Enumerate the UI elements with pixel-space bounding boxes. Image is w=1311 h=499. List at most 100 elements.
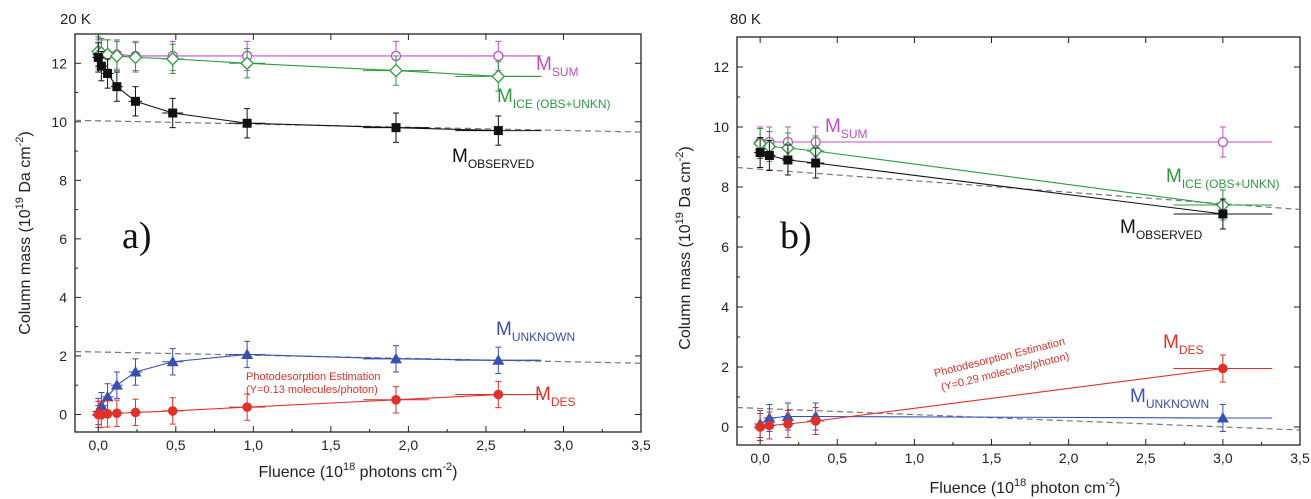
panel-a-xtick-label: 2,0 — [399, 437, 419, 453]
label-b-ice: MICE (OBS+UNKN) — [1166, 166, 1280, 191]
panel-a-series-sum — [92, 39, 542, 72]
panel-b-point-observed — [1218, 209, 1228, 219]
panel-a-ylabel: Column mass (1019 Da cm-2) — [14, 131, 34, 334]
panel-b-series-observed — [754, 137, 1273, 230]
annotation-a-yield: (Y=0.13 molecules/photon) — [246, 384, 378, 396]
label-a-des: MDES — [535, 384, 576, 409]
panel-a-point-observed — [93, 52, 103, 62]
panel-a-ytick-label: 0 — [59, 406, 67, 422]
panel-a-xtick-label: 1,5 — [321, 437, 341, 453]
panel-b-xtick-label: 0,5 — [828, 450, 848, 466]
panel-b-point-des — [764, 420, 775, 431]
panel-b-point-des — [810, 416, 821, 426]
panel-a-ytick-label: 8 — [59, 172, 67, 188]
panel-a-xlabel: Fluence (1018 photons cm-2) — [258, 461, 457, 481]
panel-a-ytick-label: 2 — [59, 348, 67, 364]
panel-a-point-des — [242, 402, 252, 412]
panel-a-point-ice — [240, 56, 255, 71]
panel-a-point-observed — [96, 61, 106, 71]
panel-a-xtick-label: 2,5 — [476, 437, 496, 453]
panel-b-ylabel: Column mass (1019 Da cm-2) — [674, 146, 694, 349]
panel-b-point-observed — [783, 155, 793, 165]
panel-b-point-observed — [755, 148, 765, 157]
panel-a-point-ice — [128, 50, 143, 65]
panel-b-ytick-label: 6 — [721, 239, 729, 255]
panel-a-series-line-observed — [97, 57, 499, 132]
panel-b-ytick-label: 4 — [721, 299, 729, 315]
panel-a-series-line-sum — [98, 53, 499, 57]
panel-a-series-des — [92, 380, 542, 429]
panel-b-xlabel: Fluence (1018 photon cm-2) — [929, 477, 1120, 497]
panel-a-ytick-label: 4 — [59, 289, 67, 305]
panel-a-xtick-label: 3,0 — [554, 437, 574, 453]
panel-b-ytick-label: 12 — [713, 59, 729, 75]
panel-a-xtick-label: 3,5 — [631, 437, 651, 453]
panel-a-point-ice — [109, 49, 124, 63]
panel-b-series-des — [754, 354, 1273, 441]
panel-a-point-des — [167, 406, 178, 416]
panel-b-ytick-label: 2 — [721, 359, 729, 375]
panel-b-xtick-label: 3,5 — [1290, 450, 1310, 466]
panel-b-temperature: 80 K — [730, 11, 761, 28]
panel-b-series-line-unknown — [759, 415, 1223, 425]
panel-a-tag: a) — [122, 215, 152, 257]
label-a-observed: MOBSERVED — [452, 146, 535, 171]
panel-a-point-unknown — [110, 379, 123, 390]
panel-a-point-des — [391, 395, 401, 405]
panel-a-point-observed — [242, 118, 252, 128]
panel-a-series-observed — [92, 42, 542, 146]
annotation-a-photodesorption: Photodesorption Estimation — [246, 371, 381, 383]
panel-b-xtick-label: 1,0 — [905, 450, 925, 466]
panel-a-series-line-des — [98, 393, 499, 415]
panel-a-point-des — [493, 389, 504, 400]
panel-a-point-sum — [493, 50, 504, 62]
panel-b-ytick-label: 10 — [713, 119, 729, 135]
panel-a-xtick-label: 0,5 — [166, 437, 186, 453]
panel-b-dashed-trend — [736, 406, 1301, 431]
panel-b-point-des — [1218, 363, 1228, 374]
panel-a-series-ice — [91, 36, 542, 92]
panel-a-point-observed — [168, 108, 178, 118]
panel-a-point-ice — [491, 69, 506, 84]
panel-a-xtick-label: 1,0 — [244, 437, 264, 453]
panel-a: 20 K 0,0 0,5 1,0 1,5 2,0 2,5 3,0 3,5 0 2 4 6 8 10 12 a… — [14, 11, 651, 481]
panel-a-point-unknown — [241, 348, 254, 359]
panel-b-ytick-label: 0 — [721, 419, 729, 435]
panel-a-temperature: 20 K — [60, 11, 91, 28]
panel-a-point-observed — [103, 69, 113, 79]
panel-b: 80 K 0,0 0,5 1,0 1,5 2,0 2,5 3,0 3,5 0 2 4 6 8 10 12 b… — [674, 11, 1310, 497]
panel-a-ytick-label: 12 — [51, 55, 67, 71]
panel-a-point-ice — [389, 63, 403, 78]
label-b-unknown: MUNKNOWN — [1130, 386, 1209, 411]
panel-a-point-unknown — [492, 354, 505, 365]
panel-a-point-unknown — [166, 355, 179, 367]
panel-a-point-observed — [112, 82, 122, 92]
panel-a-xtick-label: 0,0 — [89, 437, 109, 453]
panel-b-point-des — [755, 422, 765, 432]
label-a-unknown: MUNKNOWN — [496, 319, 575, 344]
panel-b-point-unknown — [1216, 412, 1229, 423]
panel-b-xtick-label: 1,5 — [982, 450, 1002, 466]
panel-b-point-observed — [811, 158, 821, 168]
panel-a-point-unknown — [101, 390, 114, 402]
panel-b-tag: b) — [780, 215, 812, 257]
panel-b-xtick-label: 3,0 — [1213, 450, 1233, 466]
panel-a-point-ice — [165, 51, 180, 66]
panel-a-point-des — [112, 408, 122, 419]
panel-a-point-unknown — [129, 366, 142, 377]
panel-b-xtick-label: 0,0 — [750, 450, 770, 466]
panel-a-ytick-label: 10 — [51, 114, 67, 130]
panel-a-point-des — [130, 407, 141, 418]
panel-b-ytick-label: 8 — [721, 179, 729, 195]
panel-b-series-line-observed — [759, 151, 1223, 215]
panel-a-series-line-ice — [98, 51, 499, 77]
panel-b-xtick-label: 2,0 — [1059, 450, 1079, 466]
panel-a-point-observed — [391, 123, 401, 133]
panel-a-point-observed — [130, 96, 140, 106]
label-a-sum: MSUM — [536, 54, 579, 79]
panel-b-xtick-label: 2,5 — [1136, 450, 1156, 466]
panel-b-point-des — [783, 419, 793, 429]
panel-b-point-observed — [764, 151, 774, 160]
label-a-ice: MICE (OBS+UNKN) — [497, 86, 611, 111]
